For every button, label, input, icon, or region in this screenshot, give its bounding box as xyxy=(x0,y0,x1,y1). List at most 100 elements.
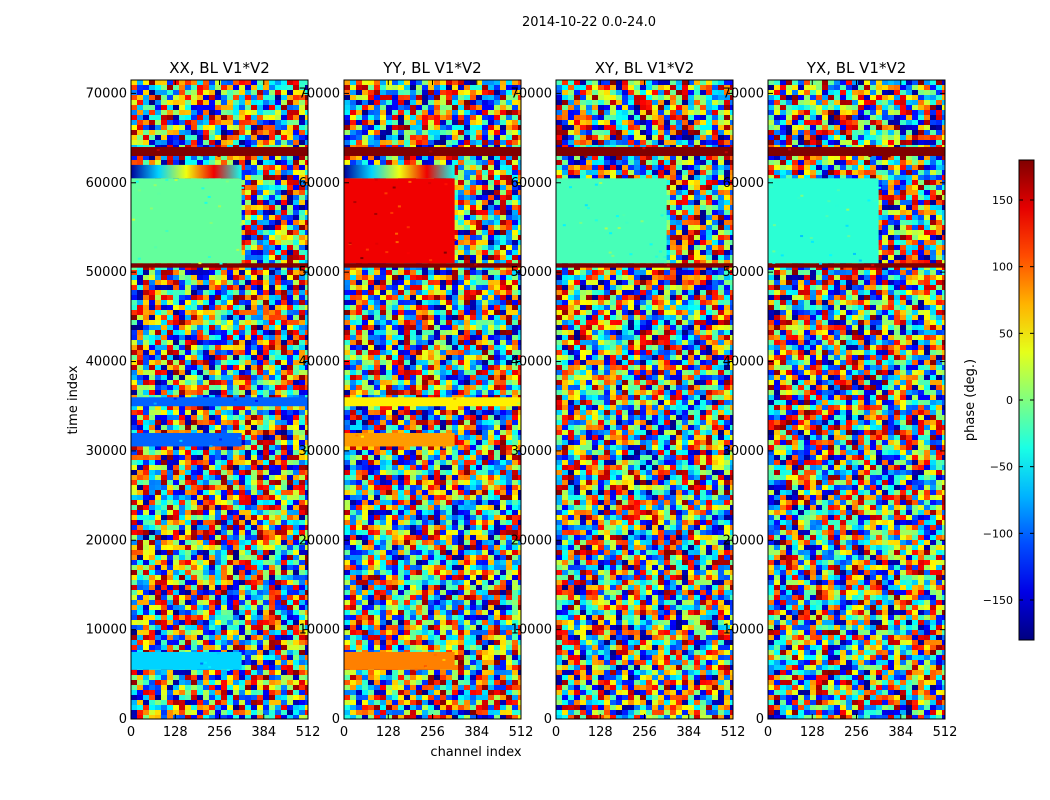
x-tick-label: 128 xyxy=(376,725,401,740)
colorbar-tick-label: −150 xyxy=(983,594,1013,607)
y-tick-label: 20000 xyxy=(86,533,127,548)
y-tick-label: 50000 xyxy=(511,265,552,280)
y-tick-label: 60000 xyxy=(511,176,552,191)
y-tick-label: 30000 xyxy=(299,444,340,459)
y-tick-label: 10000 xyxy=(511,623,552,638)
y-tick-label: 20000 xyxy=(723,533,764,548)
phase-noise-cells xyxy=(556,80,733,719)
phase-bands xyxy=(556,147,733,270)
phase-band xyxy=(344,164,455,179)
x-tick-label: 0 xyxy=(764,725,772,740)
x-tick-label: 256 xyxy=(844,725,869,740)
phase-band xyxy=(556,147,733,158)
phase-band xyxy=(344,263,521,268)
x-tick-label: 512 xyxy=(933,725,958,740)
phase-band xyxy=(131,263,308,270)
x-tick-label: 0 xyxy=(552,725,560,740)
x-tick-label: 384 xyxy=(888,725,913,740)
x-tick-label: 512 xyxy=(296,725,321,740)
phase-band xyxy=(768,147,945,158)
x-tick-label: 128 xyxy=(163,725,188,740)
y-tick-label: 60000 xyxy=(86,176,127,191)
x-tick-label: 384 xyxy=(251,725,276,740)
y-tick-label: 70000 xyxy=(299,86,340,101)
phase-band xyxy=(344,178,457,264)
y-tick-label: 20000 xyxy=(299,533,340,548)
phase-band xyxy=(344,147,521,156)
y-tick-label: 30000 xyxy=(723,444,764,459)
y-tick-label: 0 xyxy=(544,712,552,727)
heatmap-panel-1: XX, BL V1*V2 0 128 256 384 512 0 10000 20000 3000… xyxy=(86,59,321,740)
y-tick-label: 0 xyxy=(119,712,127,727)
colorbar-tick-label: 50 xyxy=(999,327,1013,340)
heatmap-panels: XX, BL V1*V2 0 128 256 384 512 0 10000 20000 3000… xyxy=(86,59,958,740)
x-tick-label: 0 xyxy=(127,725,135,740)
x-axis-label: channel index xyxy=(430,745,521,760)
x-tick-label: 384 xyxy=(676,725,701,740)
y-tick-label: 60000 xyxy=(723,176,764,191)
y-tick-label: 50000 xyxy=(86,265,127,280)
panel-title: YY, BL V1*V2 xyxy=(382,59,481,77)
x-tick-label: 256 xyxy=(207,725,232,740)
phase-band xyxy=(556,178,667,264)
phase-band xyxy=(131,433,242,448)
y-tick-label: 50000 xyxy=(299,265,340,280)
y-tick-label: 40000 xyxy=(299,355,340,370)
figure-suptitle: 2014-10-22 0.0-24.0 xyxy=(522,15,656,30)
x-tick-label: 384 xyxy=(464,725,489,740)
x-tick-label: 512 xyxy=(509,725,534,740)
colorbar-tick-label: 150 xyxy=(992,194,1013,207)
x-tick-label: 256 xyxy=(632,725,657,740)
y-tick-label: 10000 xyxy=(723,623,764,638)
y-tick-label: 70000 xyxy=(86,86,127,101)
panel-title: XY, BL V1*V2 xyxy=(595,59,695,77)
phase-band xyxy=(344,397,521,407)
colorbar: 150 100 50 0 −50 −100 −150 xyxy=(983,159,1035,641)
y-tick-label: 30000 xyxy=(511,444,552,459)
x-tick-label: 128 xyxy=(588,725,613,740)
phase-bands xyxy=(131,147,308,671)
phase-band xyxy=(556,263,733,270)
phase-band xyxy=(131,651,242,671)
y-axis-label: time index xyxy=(66,365,81,434)
y-tick-label: 40000 xyxy=(723,355,764,370)
x-tick-label: 512 xyxy=(721,725,746,740)
y-tick-label: 50000 xyxy=(723,265,764,280)
panel-title: YX, BL V1*V2 xyxy=(806,59,907,77)
phase-band xyxy=(131,397,308,407)
y-tick-label: 40000 xyxy=(86,355,127,370)
phase-band xyxy=(131,164,242,179)
heatmap-panel-4: YX, BL V1*V2 0 128 256 384 512 0 10000 20000 3000… xyxy=(723,59,958,740)
phase-band xyxy=(768,178,882,265)
phase-band xyxy=(768,263,945,270)
y-tick-label: 0 xyxy=(756,712,764,727)
y-tick-label: 10000 xyxy=(299,623,340,638)
phase-noise-cells xyxy=(768,80,945,719)
phase-band xyxy=(131,147,308,157)
phase-band xyxy=(344,433,455,449)
y-tick-label: 30000 xyxy=(86,444,127,459)
y-tick-label: 70000 xyxy=(723,86,764,101)
y-tick-label: 60000 xyxy=(299,176,340,191)
colorbar-label: phase (deg.) xyxy=(963,359,978,441)
x-tick-label: 128 xyxy=(800,725,825,740)
phase-bands xyxy=(768,147,945,270)
y-tick-label: 40000 xyxy=(511,355,552,370)
heatmap-panel-3: XY, BL V1*V2 0 128 256 384 512 0 10000 20000 3000… xyxy=(511,59,746,740)
y-tick-label: 10000 xyxy=(86,623,127,638)
colorbar-tick-label: −50 xyxy=(990,461,1013,474)
phase-band xyxy=(131,178,245,265)
y-tick-label: 0 xyxy=(332,712,340,727)
phase-band xyxy=(344,651,455,671)
y-tick-label: 70000 xyxy=(511,86,552,101)
y-tick-label: 20000 xyxy=(511,533,552,548)
phase-bands xyxy=(344,147,521,671)
colorbar-tick-label: −100 xyxy=(983,527,1013,540)
x-tick-label: 0 xyxy=(340,725,348,740)
x-tick-label: 256 xyxy=(420,725,445,740)
colorbar-tick-label: 100 xyxy=(992,261,1013,274)
colorbar-tick-label: 0 xyxy=(1006,394,1013,407)
heatmap-panel-2: YY, BL V1*V2 0 128 256 384 512 0 10000 20000 3000… xyxy=(299,59,534,740)
panel-title: XX, BL V1*V2 xyxy=(169,59,270,77)
